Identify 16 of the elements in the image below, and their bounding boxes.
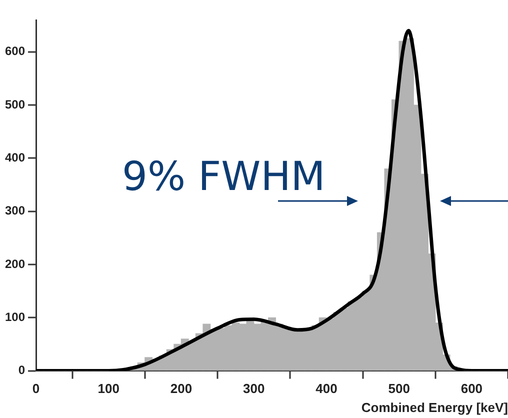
x-tick-label: 0 [32,381,40,396]
x-tick-label: 400 [316,381,338,396]
annotation: 9% FWHM [122,154,326,200]
y-tick-label: 400 [4,150,26,165]
y-tick-label: 200 [4,256,26,271]
y-tick-label: 100 [4,310,26,324]
y-tick-label: 0 [18,363,26,378]
x-tick-label: 200 [170,381,192,396]
x-tick-label: 100 [98,381,120,396]
x-tick-label: 500 [388,381,410,396]
x-axis-title: Combined Energy [keV] [361,400,508,415]
x-tick-label: 300 [243,381,265,396]
x-tick-label: 600 [460,381,483,396]
y-tick-label: 600 [4,44,26,58]
y-tick-label: 300 [4,204,26,218]
y-tick-label: 500 [4,97,26,112]
